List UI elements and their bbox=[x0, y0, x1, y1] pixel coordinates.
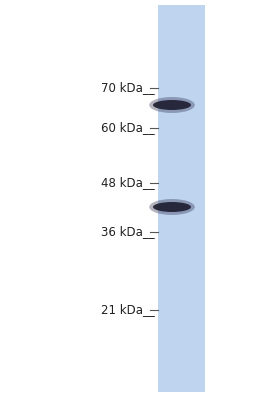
Bar bbox=[158, 5, 205, 392]
Text: 21 kDa__: 21 kDa__ bbox=[101, 304, 155, 316]
Ellipse shape bbox=[149, 199, 195, 215]
Ellipse shape bbox=[153, 202, 191, 212]
Text: 60 kDa__: 60 kDa__ bbox=[101, 122, 155, 134]
Ellipse shape bbox=[149, 97, 195, 113]
Text: 70 kDa__: 70 kDa__ bbox=[101, 82, 155, 94]
Ellipse shape bbox=[153, 100, 191, 110]
Text: 48 kDa__: 48 kDa__ bbox=[101, 176, 155, 190]
Text: 36 kDa__: 36 kDa__ bbox=[101, 226, 155, 238]
